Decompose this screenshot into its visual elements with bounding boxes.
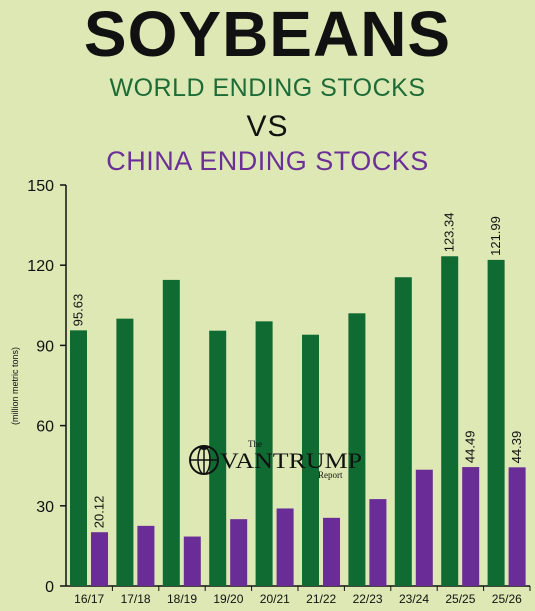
bar-series-0: [487, 259, 505, 586]
y-tick-label: 60: [36, 419, 54, 436]
y-tick-label: 90: [36, 338, 54, 355]
bar-series-1: [369, 499, 387, 586]
globe-icon: [189, 445, 219, 475]
bar-series-1: [183, 536, 201, 586]
data-label: 44.39: [509, 431, 524, 464]
data-label: 20.12: [92, 496, 107, 529]
bar-series-0: [70, 330, 87, 586]
logo-name: VANTRUMP: [220, 448, 362, 473]
chart-title: SOYBEANS: [83, 0, 452, 70]
data-label: 95.63: [71, 294, 86, 327]
subtitle-china: CHINA ENDING STOCKS: [106, 146, 429, 176]
bar-series-1: [276, 508, 294, 586]
x-tick-label: 22/23: [353, 592, 383, 606]
x-tick-label: 19/20: [213, 592, 243, 606]
bar-series-1: [508, 467, 526, 586]
bar-series-1: [230, 519, 248, 586]
y-tick-label: 120: [27, 258, 54, 275]
bar-series-1: [462, 467, 480, 586]
x-tick-label: 20/21: [260, 592, 290, 606]
bar-series-0: [441, 256, 459, 586]
x-tick-label: 21/22: [306, 592, 336, 606]
bar-series-1: [415, 469, 433, 586]
data-label: 121.99: [488, 216, 503, 256]
bar-series-0: [162, 279, 180, 586]
data-label: 123.34: [442, 213, 457, 253]
x-tick-label: 25/25: [445, 592, 475, 606]
y-tick-label: 150: [27, 178, 54, 195]
vantrump-logo: The VANTRUMP Report: [189, 439, 362, 480]
subtitle-vs: VS: [246, 110, 289, 143]
bar-series-0: [116, 318, 134, 586]
plot-area: 0 30 60 90 120 150 16/17 17/18 18/19 19/20 20/21 21…: [27, 178, 531, 606]
y-tick-label: 30: [36, 499, 54, 516]
data-label: 44.49: [463, 431, 478, 464]
bar-series-0: [302, 334, 319, 586]
y-tick-label: 0: [45, 579, 54, 596]
bar-series-1: [323, 517, 340, 586]
bar-series-0: [394, 277, 412, 586]
bar-series-0: [255, 321, 273, 586]
subtitle-world: WORLD ENDING STOCKS: [109, 74, 426, 102]
bar-series-1: [137, 525, 155, 586]
x-tick-label: 25/26: [492, 592, 522, 606]
bar-series-1: [91, 532, 108, 586]
logo-the: The: [248, 439, 262, 449]
y-axis-label: (million metric tons): [10, 347, 20, 425]
bar-series-0: [348, 313, 366, 586]
x-tick-label: 18/19: [167, 592, 197, 606]
x-tick-label: 17/18: [121, 592, 151, 606]
logo-report: Report: [318, 470, 343, 480]
x-tick-label: 16/17: [74, 592, 104, 606]
x-tick-label: 23/24: [399, 592, 429, 606]
